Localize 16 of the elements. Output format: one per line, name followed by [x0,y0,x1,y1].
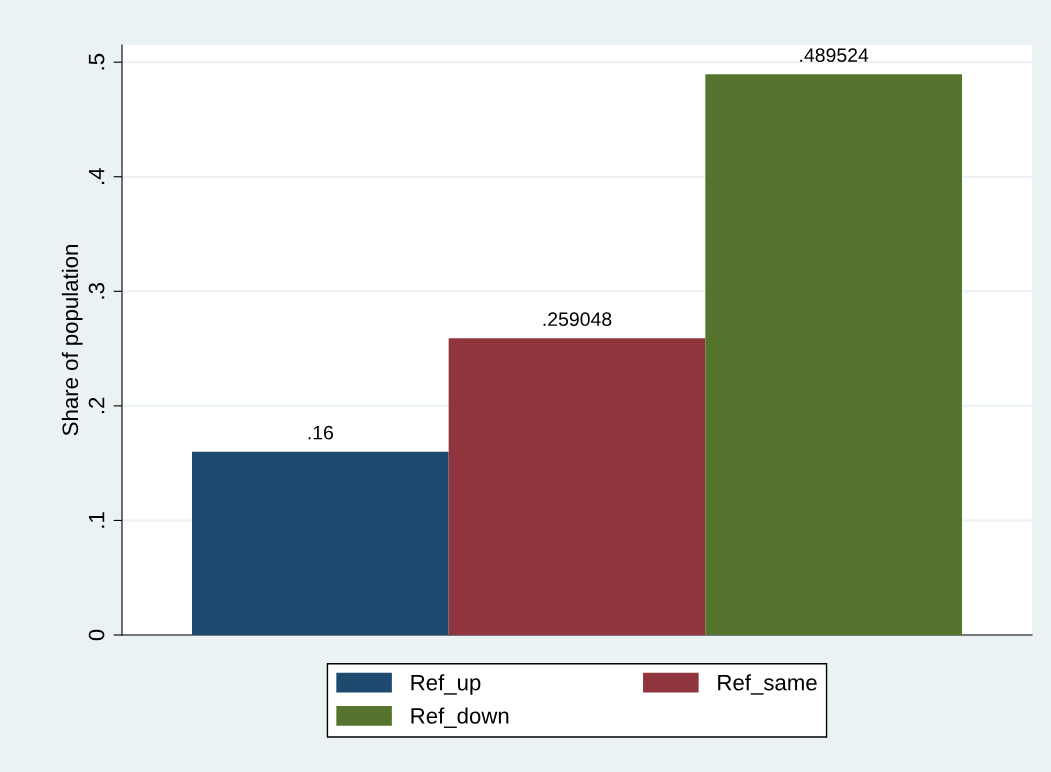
y-tick-label: .1 [88,512,105,528]
data-label: .489524 [800,48,869,63]
legend-label: Ref_up [411,674,481,695]
bar [705,74,962,635]
legend-label: Ref_down [411,707,509,728]
y-tick-label: .4 [88,168,105,184]
y-tick-label: .2 [88,397,105,414]
y-axis-title: Share of population [61,245,83,436]
bar [448,338,706,635]
y-tick-label: .3 [88,283,105,299]
bar [192,451,449,635]
data-label: .16 [308,425,333,440]
data-label: .259048 [543,312,612,327]
y-tick-label: .5 [88,53,105,70]
y-tick-label: 0 [88,629,105,641]
legend-label: Ref_same [718,674,817,695]
